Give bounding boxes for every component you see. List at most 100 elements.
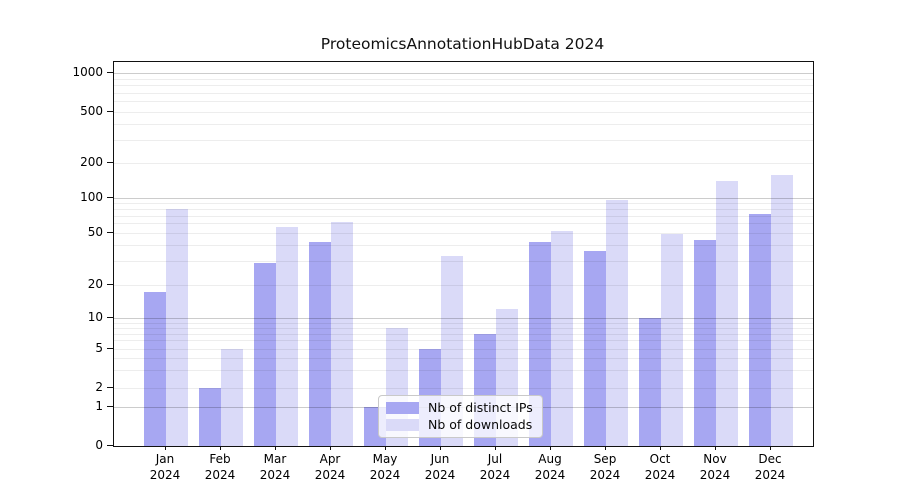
y-axis-tick-label: 0 [95, 437, 103, 452]
x-label-month: Jul [487, 452, 503, 466]
x-label-month: Jun [430, 452, 450, 466]
x-label-month: Dec [758, 452, 782, 466]
bar-distinct-ips [749, 214, 771, 446]
bar-distinct-ips [584, 251, 606, 446]
y-axis-tick [106, 347, 113, 349]
x-axis-tick-label: Aug 2024 [518, 452, 582, 483]
gridline-minor [114, 215, 813, 217]
gridline-minor [114, 162, 813, 164]
gridline-minor [114, 101, 813, 103]
y-axis-tick-label: 20 [87, 276, 103, 291]
bar-downloads [771, 175, 793, 446]
plot-area [113, 60, 814, 447]
gridline-minor [114, 340, 813, 342]
legend-label-downloads: Nb of downloads [428, 416, 533, 432]
bar-downloads [276, 226, 298, 446]
bar-distinct-ips [254, 263, 276, 446]
bar-distinct-ips [639, 318, 661, 446]
x-label-year: 2024 [534, 467, 566, 482]
x-label-year: 2024 [369, 467, 401, 482]
x-label-month: Jan [155, 452, 175, 466]
legend-swatch-downloads [386, 418, 419, 431]
x-label-year: 2024 [754, 467, 786, 482]
y-axis-tick-label: 100 [80, 189, 103, 204]
bar-downloads [606, 200, 628, 446]
x-label-year: 2024 [424, 467, 456, 482]
x-axis-tick [220, 445, 221, 450]
y-axis-tick-label: 50 [87, 224, 103, 239]
y-axis-tick [106, 72, 113, 73]
gridline-minor [114, 123, 813, 125]
x-axis-tick [440, 445, 441, 450]
bar-downloads [166, 208, 188, 446]
y-axis-tick-label: 200 [80, 154, 103, 169]
x-label-year: 2024 [479, 467, 511, 482]
x-label-year: 2024 [204, 467, 236, 482]
x-axis-tick [550, 445, 551, 450]
y-axis-tick [106, 444, 113, 446]
bar-distinct-ips [199, 387, 221, 446]
bar-downloads [661, 233, 683, 446]
gridline-minor [114, 139, 813, 141]
bar-downloads [221, 348, 243, 446]
x-axis-tick-label: May 2024 [353, 452, 417, 483]
y-axis-tick-label: 1 [95, 399, 103, 413]
y-axis-tick [106, 406, 113, 407]
x-label-year: 2024 [699, 467, 731, 482]
legend-item-distinct-ips: Nb of distinct IPs [386, 400, 535, 417]
x-label-year: 2024 [259, 467, 291, 482]
x-axis-tick-label: Mar 2024 [243, 452, 307, 483]
x-axis-tick-label: Apr 2024 [298, 452, 362, 483]
gridline-minor [114, 284, 813, 286]
y-axis-tick [106, 110, 113, 112]
x-axis-tick [660, 445, 661, 450]
y-axis-tick [106, 196, 113, 198]
gridline-major [114, 197, 813, 199]
legend-item-downloads: Nb of downloads [386, 417, 535, 434]
legend: Nb of distinct IPs Nb of downloads [378, 395, 543, 438]
bar-distinct-ips [529, 242, 551, 446]
gridline-minor [114, 333, 813, 335]
gridline-minor [114, 327, 813, 329]
gridline-minor [114, 348, 813, 350]
gridline-major [114, 318, 813, 319]
gridline-minor [114, 202, 813, 204]
x-axis-tick [165, 445, 166, 450]
x-label-year: 2024 [149, 467, 181, 482]
gridline-minor [114, 245, 813, 247]
y-axis-tick-label: 10 [87, 310, 103, 324]
x-axis-tick [770, 445, 771, 450]
bar-downloads [331, 222, 353, 446]
x-label-month: Apr [319, 452, 341, 466]
gridline-minor [114, 322, 813, 324]
y-axis-tick [106, 231, 113, 233]
bar-downloads [716, 180, 738, 446]
x-axis-tick-label: Oct 2024 [628, 452, 692, 483]
gridline-minor [114, 208, 813, 210]
x-axis-tick-label: Jan 2024 [133, 452, 197, 483]
y-axis-tick-label: 1000 [72, 65, 103, 79]
legend-swatch-distinct-ips [386, 402, 419, 415]
y-axis-tick [106, 161, 113, 163]
gridline-major [114, 73, 813, 74]
chart-title: ProteomicsAnnotationHubData 2024 [320, 35, 605, 53]
x-axis-tick-label: Jul 2024 [463, 452, 527, 483]
gridline-minor [114, 232, 813, 234]
x-axis-tick [275, 445, 276, 450]
x-label-year: 2024 [314, 467, 346, 482]
x-axis-tick-label: Sep 2024 [573, 452, 637, 483]
x-label-month: Aug [538, 452, 562, 466]
x-axis-tick [385, 445, 386, 450]
x-label-year: 2024 [589, 467, 621, 482]
y-axis-tick-label: 5 [95, 340, 103, 355]
x-axis-tick [715, 445, 716, 450]
x-axis-tick [330, 445, 331, 450]
bar-distinct-ips [144, 292, 166, 446]
gridline-minor [114, 387, 813, 389]
x-axis-tick-label: Nov 2024 [683, 452, 747, 483]
x-axis-tick-label: Dec 2024 [738, 452, 802, 483]
x-label-year: 2024 [644, 467, 676, 482]
gridline-minor [114, 223, 813, 225]
x-label-month: Feb [209, 452, 231, 466]
